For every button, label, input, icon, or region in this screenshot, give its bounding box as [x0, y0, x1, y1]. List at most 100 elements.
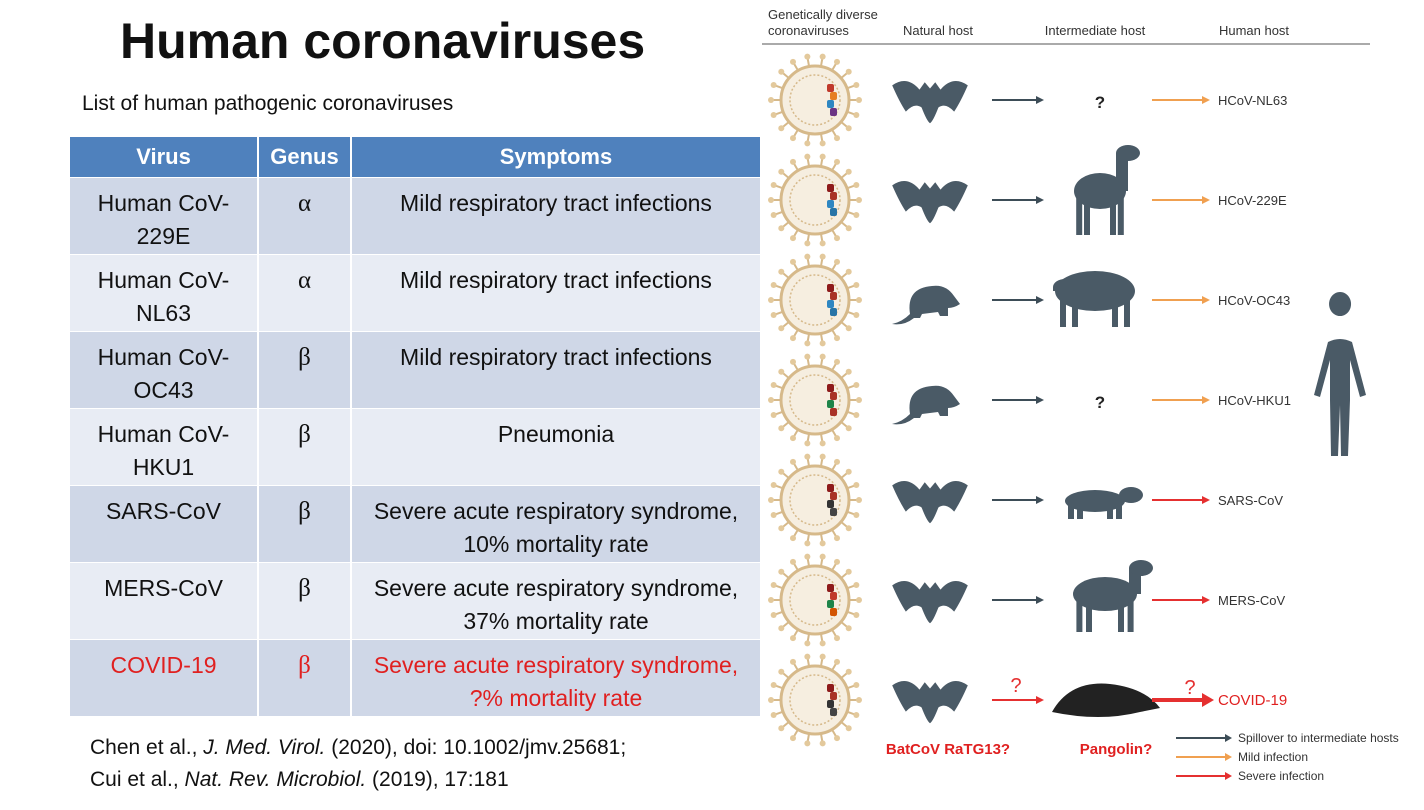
human-virus-label: HCoV-NL63 — [1218, 93, 1287, 108]
genome-segment — [830, 308, 837, 316]
spike-tip — [770, 312, 777, 319]
virus-cell: Human CoV- HKU1 — [70, 409, 257, 485]
spike-tip — [845, 225, 852, 232]
spike-tip — [790, 258, 796, 265]
spike-tip — [790, 135, 796, 142]
leg — [1084, 191, 1090, 235]
spike — [840, 671, 849, 679]
spike-tip — [853, 381, 860, 388]
genome-segment — [827, 184, 834, 192]
spike-tip — [790, 535, 796, 542]
spike — [806, 633, 811, 643]
spike — [846, 510, 856, 516]
spike — [846, 384, 856, 390]
spike-tip — [834, 135, 840, 142]
neck — [1119, 495, 1131, 501]
symptom-cell: Mild respiratory tract infections — [352, 255, 760, 331]
spike-tip — [819, 653, 826, 660]
spike-tip — [834, 458, 840, 465]
spike — [792, 662, 799, 672]
spike-tip — [804, 140, 811, 147]
spike — [806, 233, 811, 243]
envelope — [779, 664, 851, 736]
spike-tip — [790, 358, 796, 365]
spike — [781, 671, 790, 679]
unknown-arrow: ? — [1184, 677, 1195, 699]
arrow-head — [1036, 596, 1044, 604]
spike — [840, 421, 849, 429]
spike — [792, 262, 799, 272]
capsid — [789, 674, 841, 726]
spike — [806, 133, 811, 143]
spike-tip — [819, 553, 826, 560]
cow — [1053, 271, 1135, 327]
spike-tip — [790, 435, 796, 442]
spike-tip — [770, 712, 777, 719]
spike-tip — [804, 253, 811, 260]
genus-cell: α — [259, 178, 350, 254]
spike-tip — [804, 653, 811, 660]
body — [1073, 577, 1137, 611]
leg — [1068, 501, 1074, 519]
spike — [846, 410, 856, 416]
spike-tip — [845, 268, 852, 275]
spike-tip — [778, 68, 785, 75]
spike-tip — [845, 425, 852, 432]
spike — [840, 121, 849, 129]
spike — [819, 233, 824, 243]
spike — [774, 684, 784, 690]
spike — [846, 284, 856, 290]
spike-tip — [834, 535, 840, 542]
spike-tip — [770, 81, 777, 88]
table-row: COVID-19 β Severe acute respiratory syndro… — [70, 640, 760, 716]
virus-icon — [768, 53, 862, 147]
genome-segment — [830, 192, 837, 200]
spike-tip — [790, 158, 796, 165]
spike-tip — [834, 58, 840, 65]
spike — [846, 684, 856, 690]
genus-cell: β — [259, 563, 350, 639]
spike-tip — [778, 525, 785, 532]
spike-tip — [819, 240, 826, 247]
llama — [1074, 145, 1140, 235]
arrow-head — [1202, 196, 1210, 204]
spike-tip — [845, 68, 852, 75]
legend-label: Mild infection — [1238, 750, 1308, 764]
genome-segment — [830, 92, 837, 100]
spike — [781, 471, 790, 479]
spike-tip — [778, 225, 785, 232]
spike-tip — [804, 240, 811, 247]
spike-tip — [853, 481, 860, 488]
spike-tip — [770, 612, 777, 619]
spike-tip — [804, 353, 811, 360]
spike — [792, 462, 799, 472]
neck — [1116, 153, 1128, 191]
spike-tip — [845, 125, 852, 132]
virus-cell: SARS-CoV — [70, 486, 257, 562]
spike — [831, 62, 838, 72]
table-row: Human CoV- 229E α Mild respiratory tract i… — [70, 178, 760, 254]
arrow-head — [1202, 296, 1210, 304]
spike — [792, 228, 799, 238]
arrow-head — [1036, 196, 1044, 204]
spike — [840, 271, 849, 279]
spike — [819, 257, 824, 267]
spike — [831, 328, 838, 338]
symptom-cell: Severe acute respiratory syndrome, ?% mo… — [352, 640, 760, 716]
spike-tip — [856, 97, 862, 103]
natural-host-label: BatCoV RaTG13? — [886, 741, 1010, 758]
spike — [806, 433, 811, 443]
arrow-head — [1225, 772, 1232, 780]
spike-tip — [778, 168, 785, 175]
table-row: Human CoV- NL63 α Mild respiratory tract i… — [70, 255, 760, 331]
spike — [840, 371, 849, 379]
citation-part: Cui et al., — [90, 768, 185, 791]
body — [1074, 173, 1126, 209]
virus-icon — [768, 253, 862, 347]
spike-tip — [853, 281, 860, 288]
spike — [846, 484, 856, 490]
spike-tip — [770, 581, 777, 588]
capsid — [789, 574, 841, 626]
spike — [819, 433, 824, 443]
symptom-cell: Severe acute respiratory syndrome, 37% m… — [352, 563, 760, 639]
